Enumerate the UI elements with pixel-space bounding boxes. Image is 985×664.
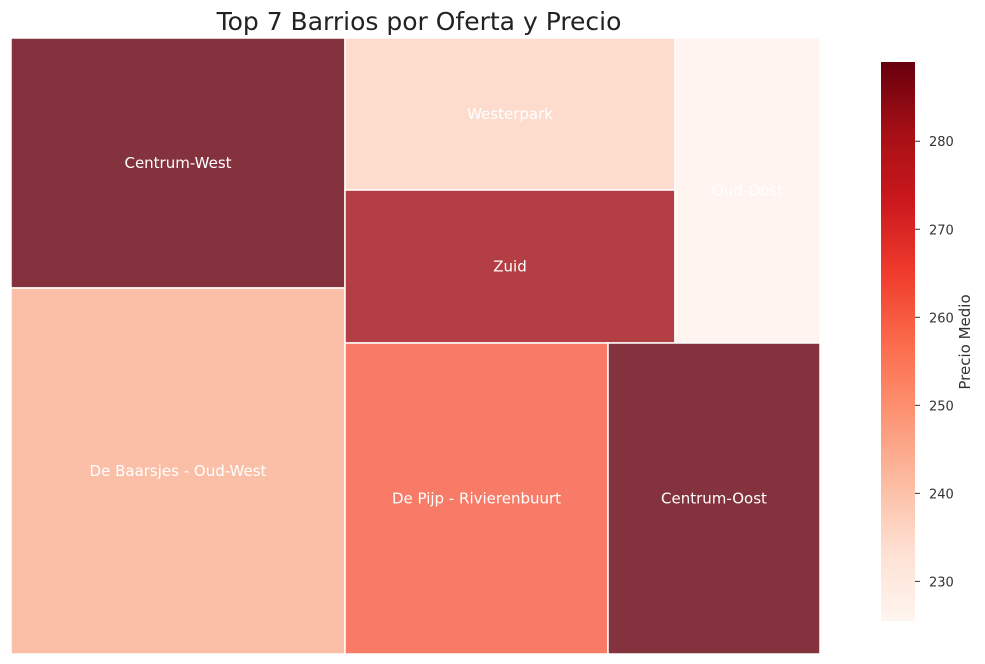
treemap-cell-rect bbox=[674, 37, 821, 344]
treemap-cell-label: De Baarsjes - Oud-West bbox=[90, 462, 267, 480]
treemap-cell: Centrum-Oost bbox=[607, 342, 821, 655]
treemap-cell-label: Oud-Oost bbox=[712, 182, 783, 200]
colorbar-tick-label: 280 bbox=[929, 135, 954, 150]
treemap-cell: Oud-Oost bbox=[674, 37, 821, 344]
colorbar-tick-label: 270 bbox=[929, 223, 954, 238]
treemap-cell-rect bbox=[607, 342, 821, 655]
treemap-cell-rect bbox=[344, 189, 676, 344]
colorbar-tick-label: 230 bbox=[929, 575, 954, 590]
chart-title: Top 7 Barrios por Oferta y Precio bbox=[216, 7, 622, 36]
treemap-cell: Centrum-West bbox=[10, 37, 346, 289]
treemap-cell-label: Centrum-West bbox=[124, 154, 231, 172]
colorbar-tick-label: 240 bbox=[929, 487, 954, 502]
treemap-cell: De Baarsjes - Oud-West bbox=[10, 287, 346, 655]
treemap-cell-rect bbox=[344, 342, 609, 655]
colorbar-label: Precio Medio bbox=[956, 294, 974, 389]
colorbar-ticks: 230 240 250 260 270 280 bbox=[915, 135, 954, 590]
treemap-cell: De Pijp - Rivierenbuurt bbox=[344, 342, 609, 655]
colorbar-gradient bbox=[881, 62, 915, 621]
treemap-cell-label: Westerpark bbox=[467, 105, 553, 123]
treemap-cell-label: Centrum-Oost bbox=[661, 490, 767, 508]
treemap-cell-rect bbox=[344, 37, 676, 191]
treemap-cells: Centrum-West De Baarsjes - Oud-West Wester… bbox=[10, 37, 821, 655]
treemap-cell-rect bbox=[10, 37, 346, 289]
treemap-cell-rect bbox=[10, 287, 346, 655]
treemap-cell: Westerpark bbox=[344, 37, 676, 191]
treemap-cell-label: De Pijp - Rivierenbuurt bbox=[392, 490, 561, 508]
treemap-cell-label: Zuid bbox=[493, 258, 526, 276]
treemap-cell: Zuid bbox=[344, 189, 676, 344]
colorbar-tick-label: 250 bbox=[929, 399, 954, 414]
colorbar: 230 240 250 260 270 280 Precio Medio bbox=[881, 62, 974, 621]
colorbar-tick-label: 260 bbox=[929, 311, 954, 326]
